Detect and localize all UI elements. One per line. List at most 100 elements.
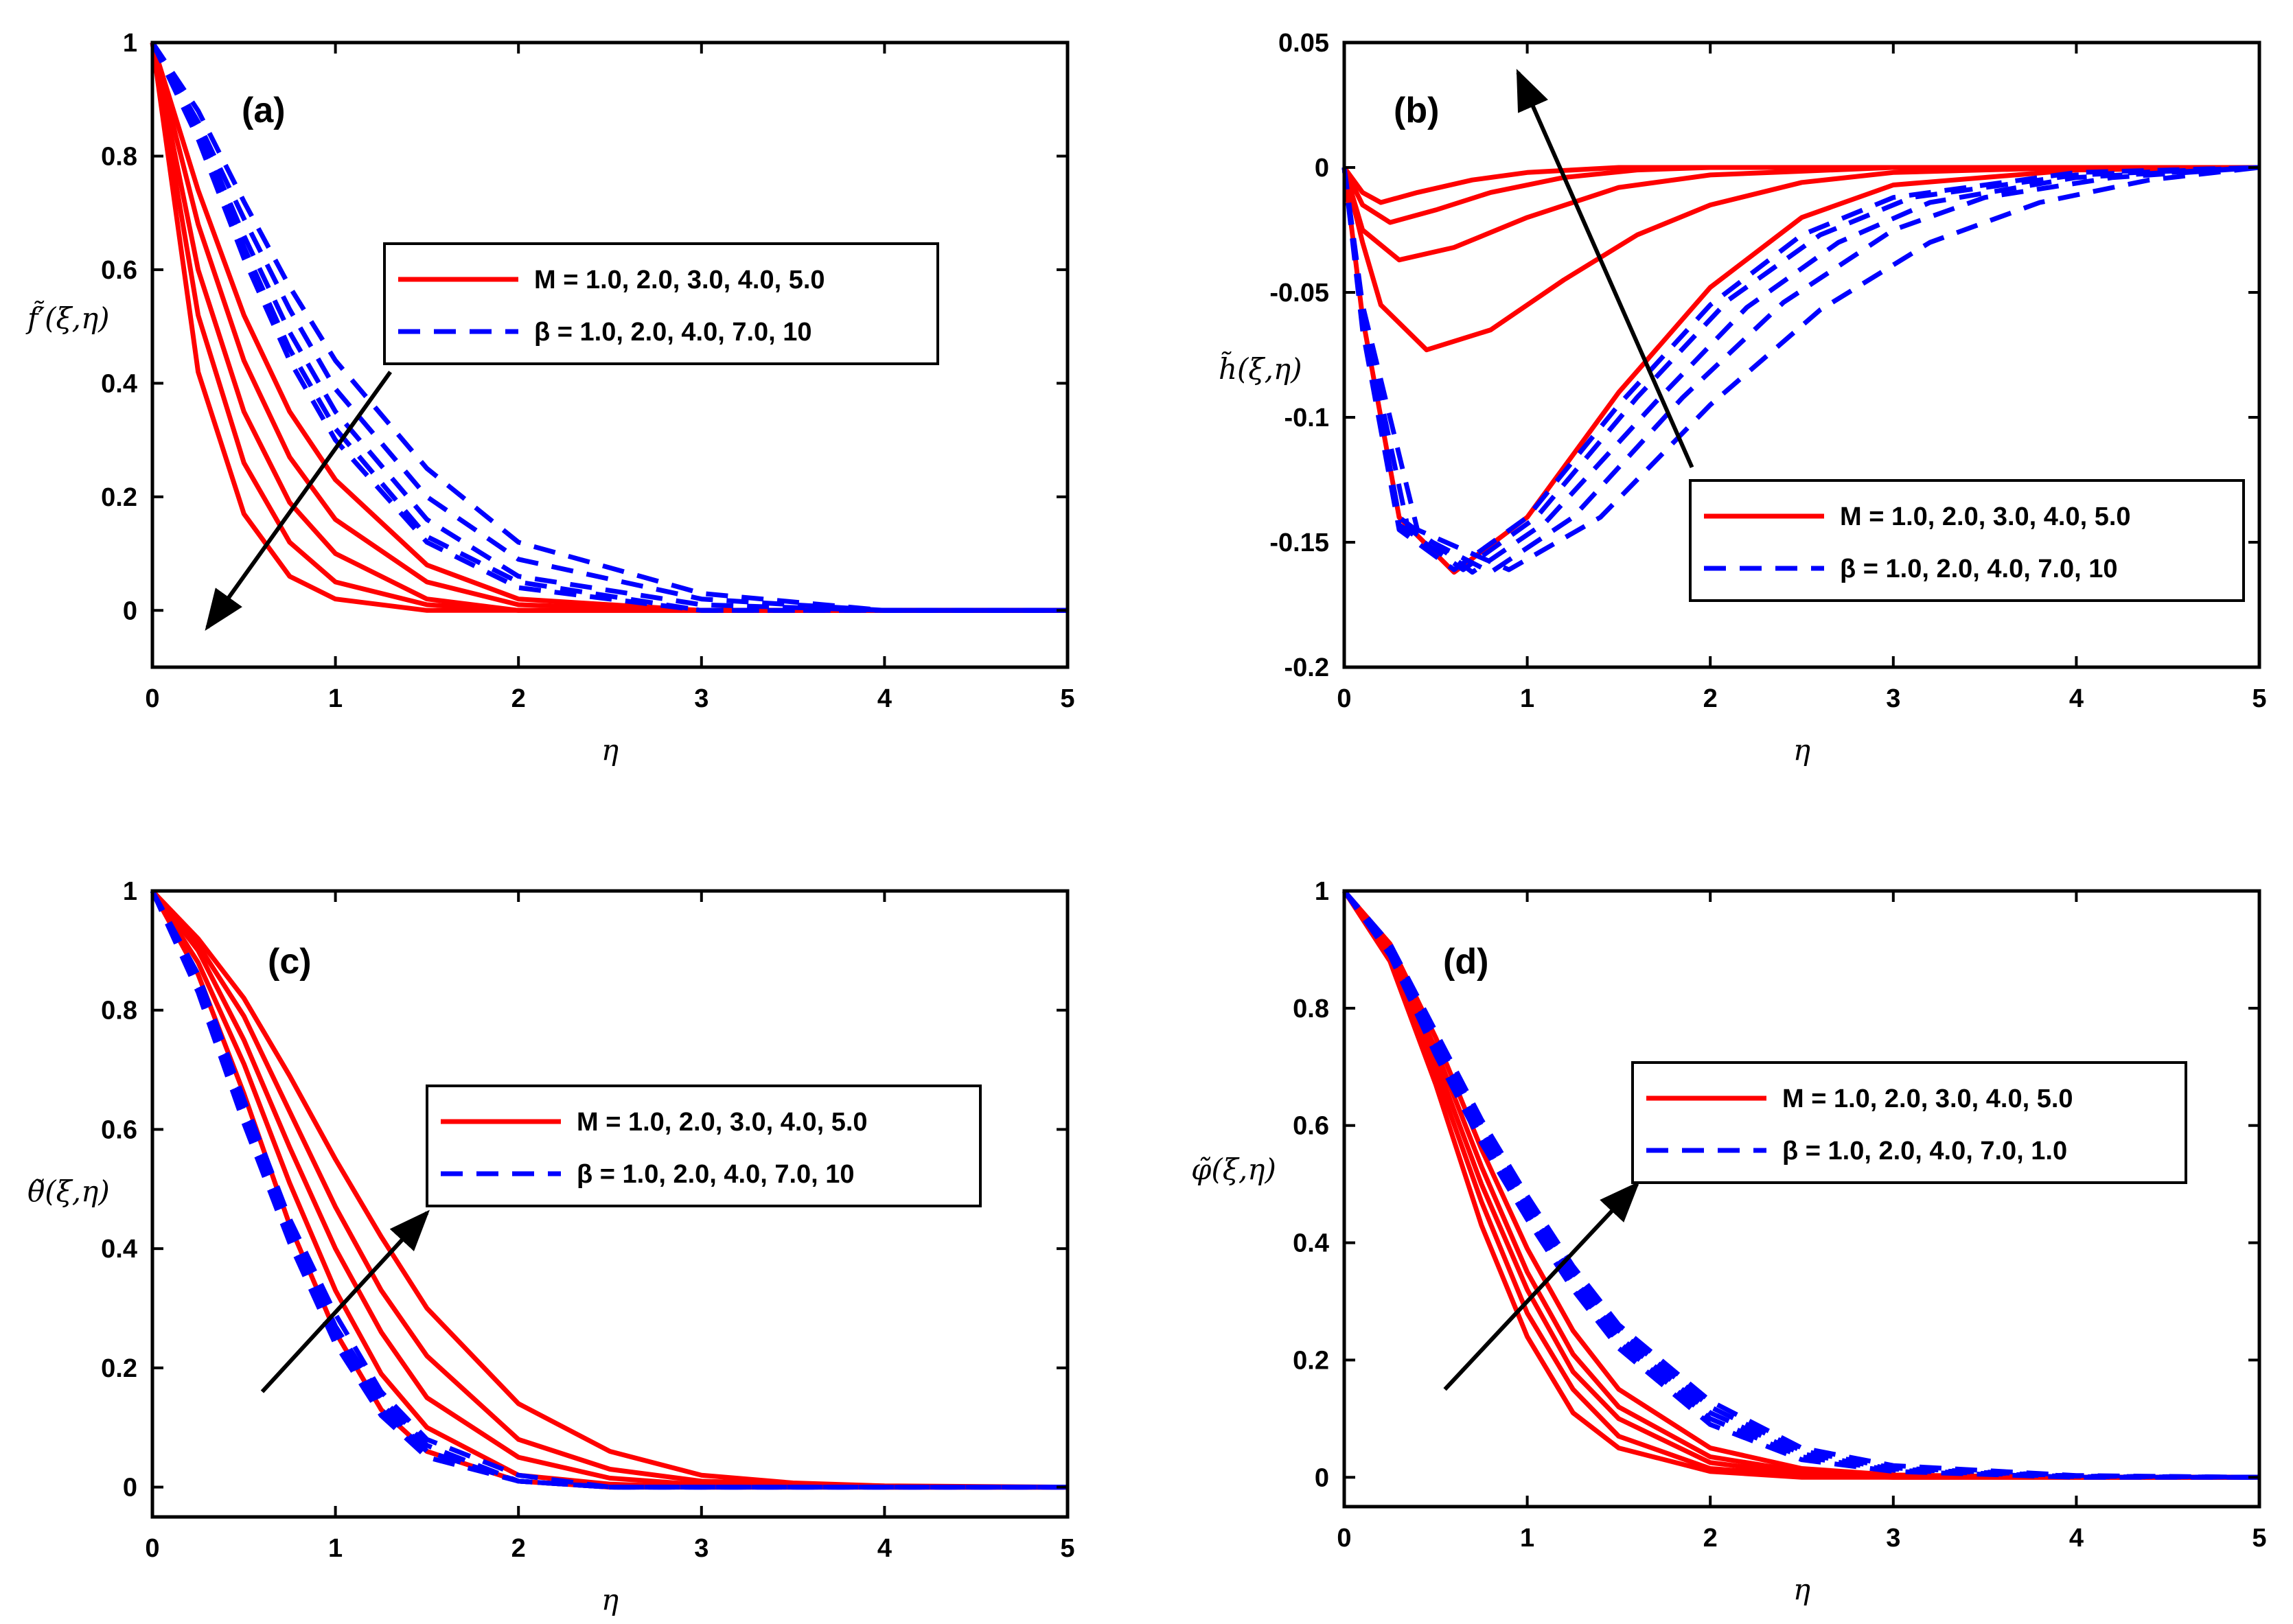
series-line-beta-3	[150, 41, 1068, 613]
x-tick-label: 3	[1886, 684, 1900, 713]
legend-box	[383, 242, 939, 365]
y-tick-label: 0.6	[1293, 1112, 1329, 1141]
panel-label: (b)	[1394, 91, 1439, 130]
x-tick-label: 1	[1520, 684, 1534, 713]
x-axis-label: η	[1793, 1573, 1810, 1606]
x-tick-label: 1	[328, 684, 343, 713]
series-line-beta-5	[150, 890, 1068, 1490]
legend-box	[1689, 479, 2245, 602]
y-tick-label: 1	[1315, 877, 1329, 906]
trend-arrow	[1443, 1181, 1640, 1391]
legend: M = 1.0, 2.0, 3.0, 4.0, 5.0 β = 1.0, 2.0,…	[1689, 479, 2245, 602]
panel-label: (c)	[268, 942, 312, 982]
axes-frame	[150, 40, 1070, 669]
legend-label-m: M = 1.0, 2.0, 3.0, 4.0, 5.0	[1782, 1084, 2073, 1113]
x-tick-label: 1	[1520, 1524, 1534, 1553]
x-tick-label: 3	[1886, 1524, 1900, 1553]
y-tick-label: 0.8	[101, 997, 137, 1025]
y-tick-label: 0.6	[101, 1115, 137, 1144]
series-line-m-5	[150, 889, 1068, 1490]
legend-label-beta: β = 1.0, 2.0, 4.0, 7.0, 10	[577, 1160, 855, 1189]
y-tick-label: 0.4	[101, 369, 137, 398]
legend-label-m: M = 1.0, 2.0, 3.0, 4.0, 5.0	[534, 266, 825, 294]
x-tick-label: 4	[2069, 684, 2084, 713]
y-tick-label: 0.2	[101, 483, 137, 512]
y-tick-label: 0.4	[101, 1235, 137, 1264]
axes-frame	[1342, 889, 2261, 1509]
x-tick-label: 0	[145, 684, 159, 713]
y-tick-label: 0	[1315, 154, 1329, 183]
series-line-beta-1	[150, 41, 1068, 613]
y-tick-label: 1	[123, 29, 137, 58]
y-tick-label: 0	[123, 596, 137, 625]
x-tick-label: 2	[1703, 684, 1718, 713]
series-line-beta-4	[150, 41, 1068, 613]
trend-arrow	[1516, 69, 1694, 469]
axes-frame	[150, 889, 1070, 1519]
x-axis-label: η	[601, 1583, 619, 1616]
y-axis-label: h̃(ξ,η)	[1219, 351, 1302, 386]
y-tick-label: 0	[123, 1474, 137, 1503]
series-line-beta-3	[1341, 165, 2260, 575]
y-tick-label: -0.1	[1284, 404, 1329, 432]
legend: M = 1.0, 2.0, 3.0, 4.0, 5.0 β = 1.0, 2.0,…	[1631, 1061, 2187, 1184]
x-tick-label: 2	[511, 1534, 526, 1563]
x-tick-label: 4	[2069, 1524, 2084, 1553]
legend: M = 1.0, 2.0, 3.0, 4.0, 5.0 β = 1.0, 2.0,…	[383, 242, 939, 365]
series-line-beta-5	[1342, 889, 2260, 1480]
x-tick-label: 0	[1337, 1524, 1351, 1553]
x-tick-label: 0	[1337, 684, 1351, 713]
panel-label: (d)	[1443, 942, 1488, 982]
legend-label-beta: β = 1.0, 2.0, 4.0, 7.0, 10	[534, 318, 812, 347]
legend-label-beta: β = 1.0, 2.0, 4.0, 7.0, 1.0	[1782, 1137, 2067, 1165]
y-tick-label: 0.2	[101, 1354, 137, 1383]
axes-frame	[1342, 40, 2261, 669]
y-tick-label: 0.8	[101, 142, 137, 171]
panel-a: 0 1 2 3 4 5 0 0.2 0.4 0.6 0.8 1 η f̃′(ξ,η) (a) M = 1.0,…	[25, 29, 1075, 767]
y-tick-label: 0	[1315, 1463, 1329, 1492]
y-axis-label: f̃′(ξ,η)	[25, 300, 110, 335]
x-tick-label: 5	[2252, 1524, 2266, 1553]
y-tick-label: -0.05	[1269, 279, 1329, 308]
y-axis-label: φ̃(ξ,η)	[1191, 1152, 1276, 1186]
y-tick-label: 0.05	[1278, 29, 1329, 58]
trend-arrow	[260, 1209, 430, 1393]
x-tick-label: 2	[511, 684, 526, 713]
legend: M = 1.0, 2.0, 3.0, 4.0, 5.0 β = 1.0, 2.0,…	[426, 1084, 982, 1207]
y-tick-label: 0.2	[1293, 1346, 1329, 1375]
x-tick-label: 5	[1060, 684, 1074, 713]
y-tick-label: -0.2	[1284, 653, 1329, 682]
y-axis-label: θ̃(ξ,η)	[27, 1174, 110, 1208]
panel-c: 0 1 2 3 4 5 0 0.2 0.4 0.6 0.8 1 η θ̃(ξ,η) (c) M = 1.0, …	[27, 877, 1075, 1616]
series-line-beta-4	[1341, 165, 2260, 575]
x-tick-label: 3	[694, 684, 708, 713]
x-tick-label: 4	[877, 684, 892, 713]
legend-label-m: M = 1.0, 2.0, 3.0, 4.0, 5.0	[1840, 502, 2131, 531]
trend-arrow	[205, 371, 393, 631]
y-tick-label: 0.8	[1293, 995, 1329, 1023]
legend-box	[1631, 1061, 2187, 1184]
legend-box	[426, 1084, 982, 1207]
y-tick-label: 0.4	[1293, 1229, 1329, 1258]
y-tick-label: -0.15	[1269, 529, 1329, 557]
x-axis-label: η	[601, 733, 619, 767]
series-line-beta-2	[150, 41, 1068, 613]
x-tick-label: 3	[694, 1534, 708, 1563]
x-tick-label: 0	[145, 1534, 159, 1563]
y-tick-label: 0.6	[101, 256, 137, 285]
y-tick-label: 1	[123, 877, 137, 906]
x-tick-label: 4	[877, 1534, 892, 1563]
x-tick-label: 5	[2252, 684, 2266, 713]
panel-d: 0 1 2 3 4 5 0 0.2 0.4 0.6 0.8 1 η φ̃(ξ,η) (d) M = 1.0, …	[1191, 877, 2267, 1606]
x-axis-label: η	[1793, 733, 1810, 767]
series-line-m-5	[1342, 165, 2259, 205]
x-tick-label: 1	[328, 1534, 343, 1563]
series-line-beta-5	[150, 41, 1068, 613]
legend-label-m: M = 1.0, 2.0, 3.0, 4.0, 5.0	[577, 1108, 868, 1137]
x-tick-label: 5	[1060, 1534, 1074, 1563]
panel-b: 0 1 2 3 4 5 -0.2 -0.15 -0.1 -0.05 0 0.05 η h̃(ξ,η) (b)…	[1219, 29, 2267, 767]
legend-label-beta: β = 1.0, 2.0, 4.0, 7.0, 10	[1840, 555, 2118, 583]
series-line-m-4	[150, 889, 1068, 1490]
panel-label: (a)	[242, 91, 286, 130]
